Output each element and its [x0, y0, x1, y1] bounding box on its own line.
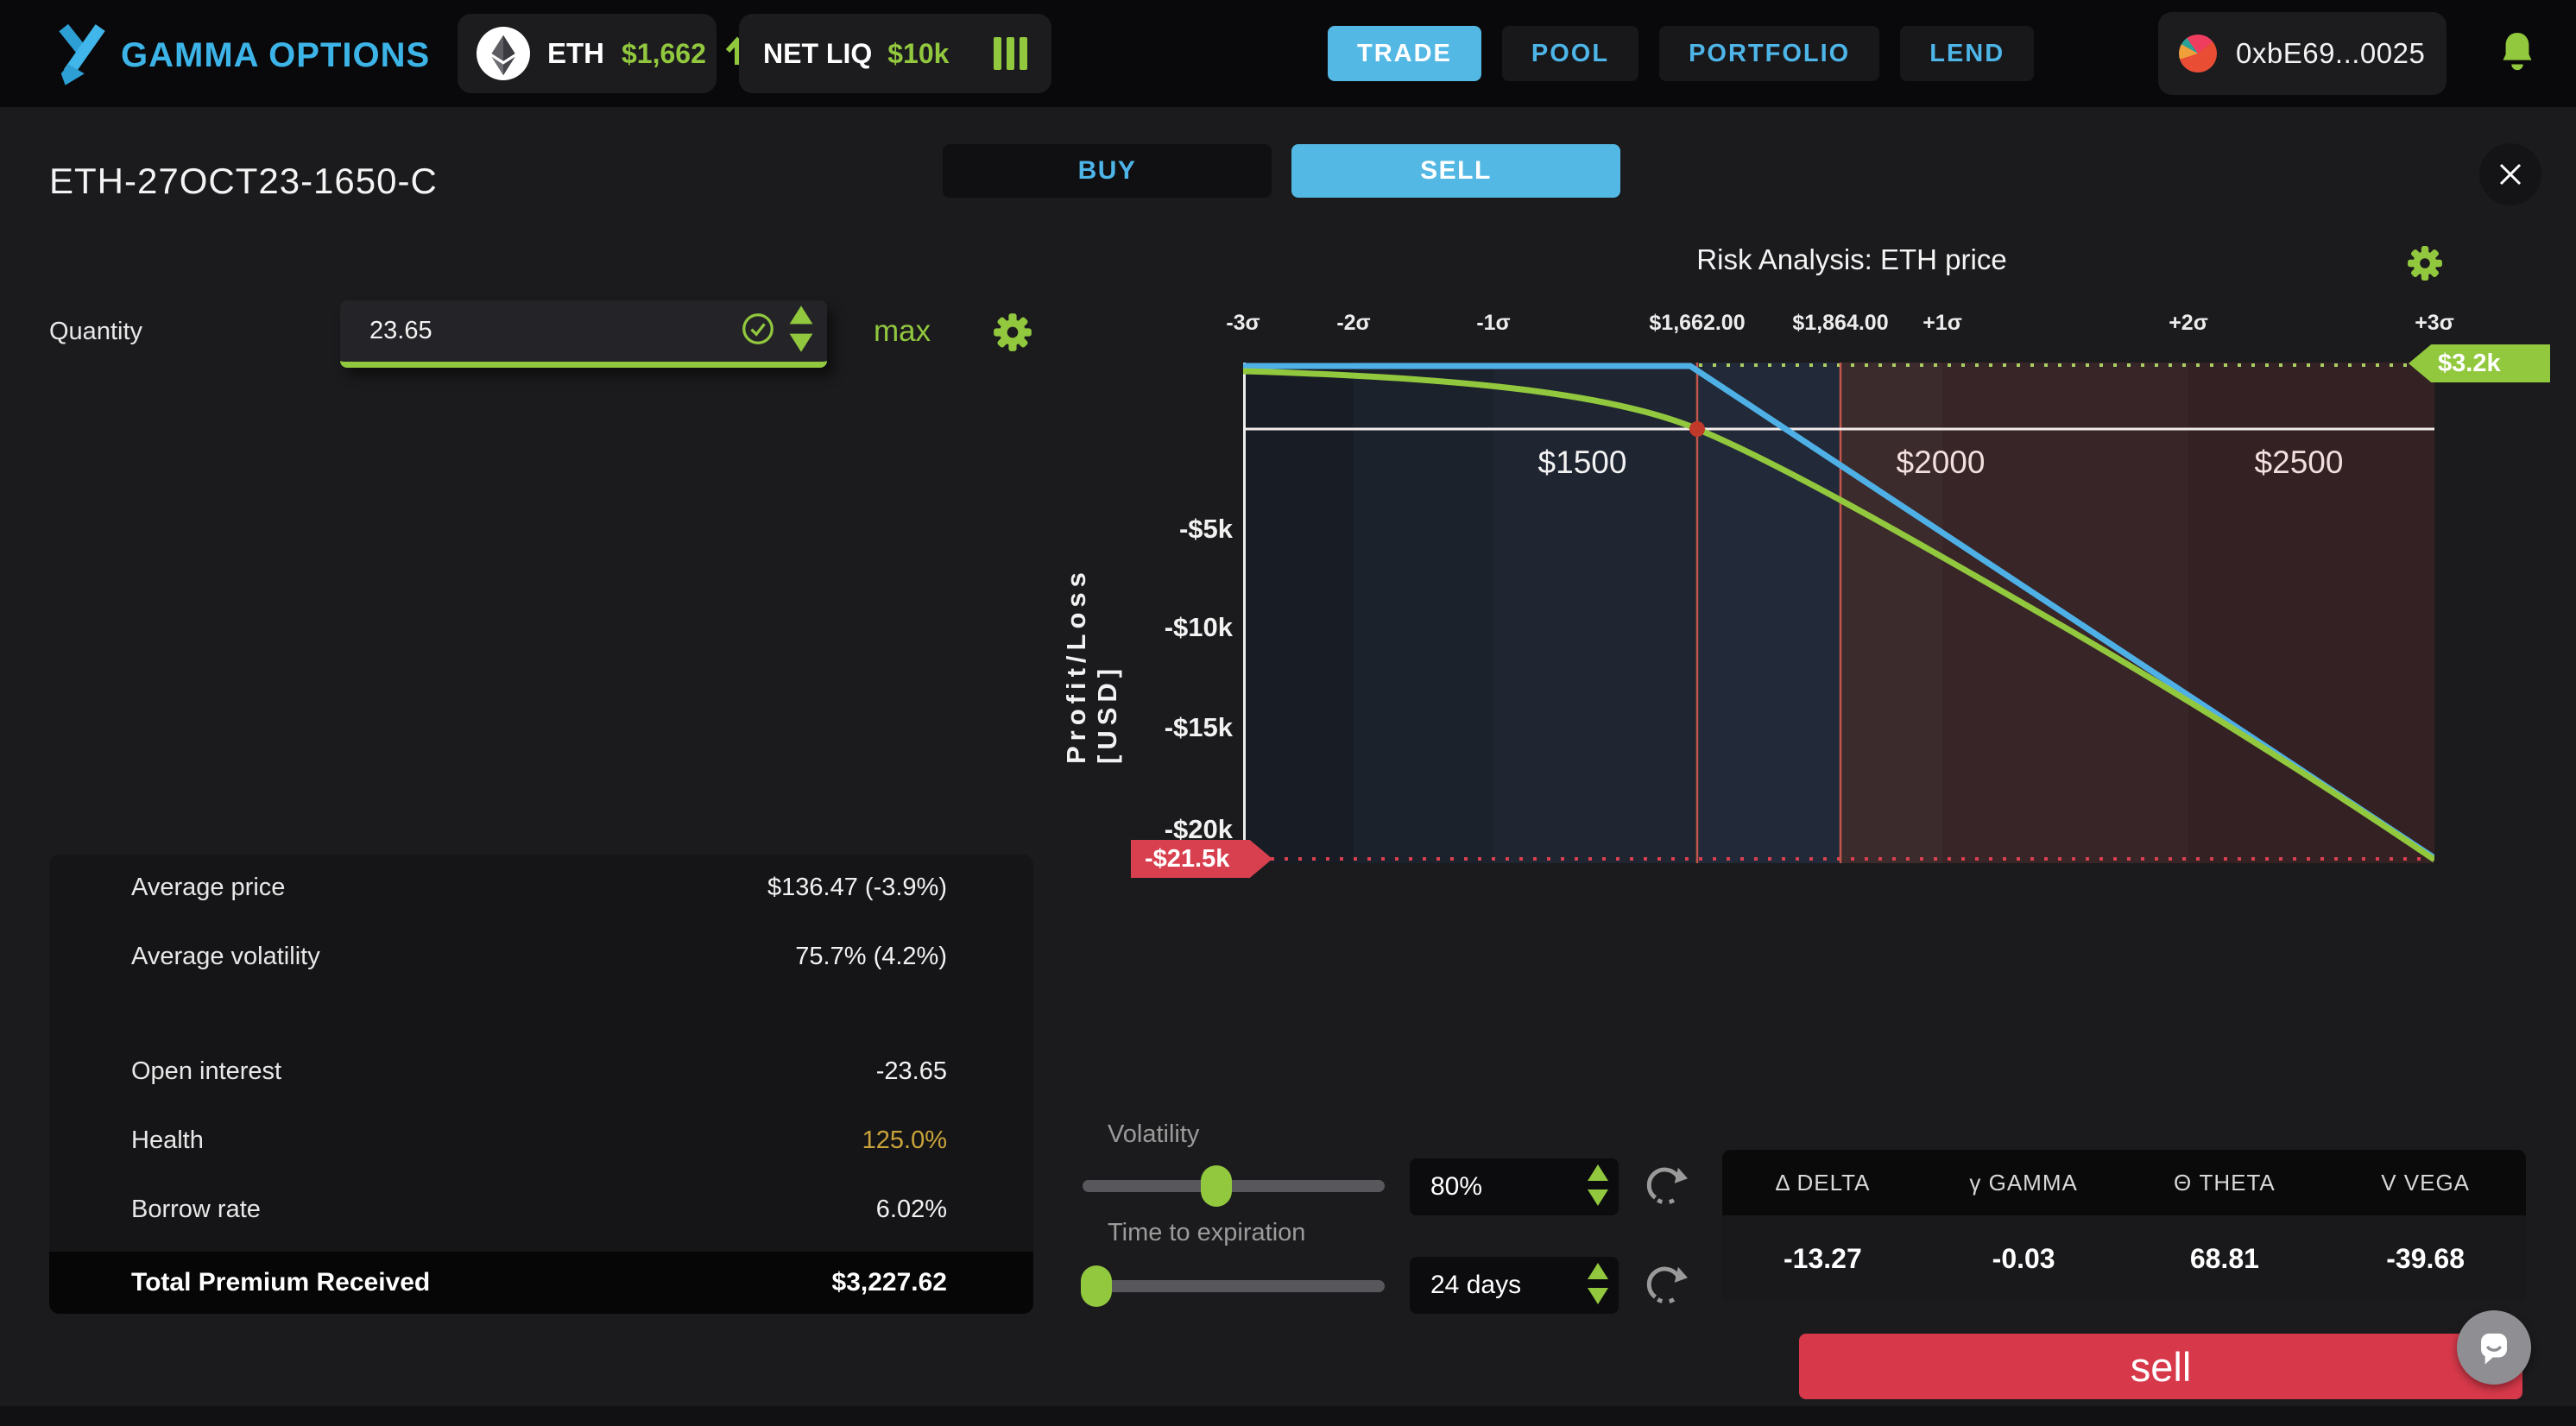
volatility-slider-thumb[interactable]: [1201, 1165, 1232, 1207]
volatility-slider-track[interactable]: [1083, 1180, 1385, 1192]
axis-label-spot-price: $1,662.00: [1649, 311, 1746, 335]
quantity-input[interactable]: [369, 317, 741, 345]
volatility-stepper[interactable]: [1586, 1163, 1610, 1212]
y-tick: -$20k: [1164, 814, 1233, 844]
wallet-avatar: [2179, 35, 2217, 73]
quantity-stepper[interactable]: [787, 304, 815, 358]
expiration-value-box: [1410, 1257, 1619, 1314]
nav-tab-lend[interactable]: LEND: [1900, 26, 2035, 81]
stat-row-average-volatility: Average volatility 75.7% (4.2%): [131, 942, 947, 970]
y-axis-label: Profit/Loss [USD]: [1061, 567, 1122, 764]
greeks-value-delta: -13.27: [1784, 1242, 1862, 1274]
chart-settings-gear-icon[interactable]: [2407, 245, 2443, 286]
quantity-input-box: [340, 300, 827, 368]
x-price-label: $2500: [2254, 445, 2344, 480]
eth-coin-icon: [477, 27, 530, 80]
position-stats-panel: Average price $136.47 (-3.9%) Average vo…: [49, 855, 1033, 1314]
risk-analysis-title: Risk Analysis: ETH price: [1696, 243, 2007, 275]
close-button[interactable]: [2479, 143, 2541, 205]
y-tick: -$5k: [1178, 514, 1233, 544]
greeks-header-gamma: γ GAMMA: [1969, 1169, 2078, 1196]
axis-label-sigma: -2σ: [1336, 311, 1371, 335]
wallet-address: 0xbE69...0025: [2236, 37, 2426, 69]
axis-label-liquidation-price: $1,864.00: [1792, 311, 1889, 335]
sell-toggle-button[interactable]: SELL: [1291, 144, 1620, 198]
notifications-bell-icon[interactable]: [2497, 29, 2537, 82]
expiration-input[interactable]: [1430, 1271, 1586, 1300]
max-loss-badge: -$21.5k: [1131, 840, 1272, 878]
greeks-header-delta: Δ DELTA: [1775, 1169, 1871, 1196]
gamma-logo-icon: [55, 21, 105, 91]
volatility-label: Volatility: [1108, 1120, 1200, 1148]
net-liq-label: NET LIQ: [763, 37, 873, 69]
brand-name: GAMMA OPTIONS: [121, 36, 431, 74]
stat-row-open-interest: Open interest -23.65: [131, 1057, 947, 1085]
max-profit-badge: $3.2k: [2409, 344, 2550, 382]
sigma-band: [1493, 363, 1697, 863]
nav-tab-pool[interactable]: POOL: [1501, 26, 1639, 81]
greeks-value-vega: -39.68: [2386, 1242, 2465, 1274]
axis-label-sigma: +1σ: [1923, 311, 1962, 335]
axis-label-sigma: -3σ: [1226, 311, 1260, 335]
top-bar: GAMMA OPTIONS ETH $1,662 NET L: [0, 0, 2576, 107]
net-liq-chip[interactable]: NET LIQ $10k: [739, 14, 1051, 93]
chat-widget-button[interactable]: [2457, 1310, 2531, 1385]
greeks-table: Δ DELTA γ GAMMA Θ THETA V VEGA -13.27 -0…: [1722, 1150, 2526, 1302]
nav-tab-portfolio[interactable]: PORTFOLIO: [1659, 26, 1880, 81]
greeks-value-gamma: -0.03: [1992, 1242, 2055, 1274]
greeks-values-row: -13.27 -0.03 68.81 -39.68: [1722, 1215, 2526, 1302]
expiration-reset-icon[interactable]: [1645, 1265, 1688, 1312]
x-price-label: $1500: [1537, 445, 1627, 480]
sell-submit-button[interactable]: sell: [1799, 1334, 2522, 1399]
greeks-value-theta: 68.81: [2189, 1242, 2259, 1274]
net-liq-value: $10k: [887, 37, 950, 69]
liquidation-zone-band: [1840, 363, 1942, 863]
bottom-strip: [0, 1406, 2576, 1426]
volatility-input[interactable]: [1430, 1172, 1586, 1202]
valid-check-icon: [741, 312, 775, 350]
greeks-header-vega: V VEGA: [2381, 1169, 2471, 1196]
greeks-header-theta: Θ THETA: [2174, 1169, 2276, 1196]
nav-tab-trade[interactable]: TRADE: [1328, 26, 1481, 81]
axis-label-sigma: -1σ: [1476, 311, 1511, 335]
close-icon: [2499, 163, 2522, 186]
stat-row-health: Health 125.0%: [131, 1126, 947, 1154]
stat-row-borrow-rate: Borrow rate 6.02%: [131, 1195, 947, 1223]
quantity-settings-gear-icon[interactable]: [993, 312, 1032, 356]
sigma-band: [1243, 363, 1354, 863]
quantity-label: Quantity: [49, 318, 142, 345]
y-tick: -$10k: [1164, 612, 1233, 642]
eth-price-chip[interactable]: ETH $1,662: [458, 14, 749, 93]
main-nav: TRADE POOL PORTFOLIO LEND: [1328, 26, 2035, 81]
x-price-label: $2000: [1896, 445, 1986, 480]
volatility-value-box: [1410, 1158, 1619, 1215]
axis-label-sigma: +3σ: [2415, 311, 2454, 335]
time-to-expiration-label: Time to expiration: [1108, 1219, 1306, 1246]
expiration-slider-thumb[interactable]: [1081, 1265, 1112, 1307]
liquidity-bars-icon: [994, 37, 1027, 70]
eth-symbol: ETH: [547, 37, 604, 69]
payoff-curves: [1243, 363, 2434, 863]
eth-price: $1,662: [622, 37, 706, 69]
expiration-slider-track[interactable]: [1083, 1280, 1385, 1292]
buy-toggle-button[interactable]: BUY: [943, 144, 1272, 198]
sigma-band: [1354, 363, 1493, 863]
volatility-reset-icon[interactable]: [1645, 1165, 1688, 1213]
greeks-header-row: Δ DELTA γ GAMMA Θ THETA V VEGA: [1722, 1150, 2526, 1215]
stat-row-total-premium: Total Premium Received $3,227.62: [49, 1252, 1033, 1314]
y-tick: -$15k: [1164, 712, 1233, 742]
stat-row-average-price: Average price $136.47 (-3.9%): [131, 873, 947, 901]
axis-label-sigma: +2σ: [2169, 311, 2208, 335]
chat-bubble-icon: [2481, 1333, 2507, 1365]
brand-logo[interactable]: GAMMA OPTIONS: [55, 21, 430, 91]
wallet-chip[interactable]: 0xbE69...0025: [2158, 12, 2447, 95]
risk-chart-plot: $1500 $2000 $2500: [1243, 363, 2434, 863]
instrument-title: ETH-27OCT23-1650-C: [49, 161, 438, 201]
expiration-stepper[interactable]: [1586, 1261, 1610, 1310]
max-button[interactable]: max: [874, 314, 931, 348]
